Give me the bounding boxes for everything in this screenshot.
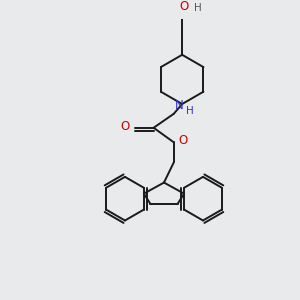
Text: H: H xyxy=(194,3,202,14)
Text: O: O xyxy=(179,134,188,147)
Text: N: N xyxy=(175,99,184,112)
Text: O: O xyxy=(120,120,130,133)
Text: H: H xyxy=(186,106,194,116)
Text: O: O xyxy=(179,0,188,14)
